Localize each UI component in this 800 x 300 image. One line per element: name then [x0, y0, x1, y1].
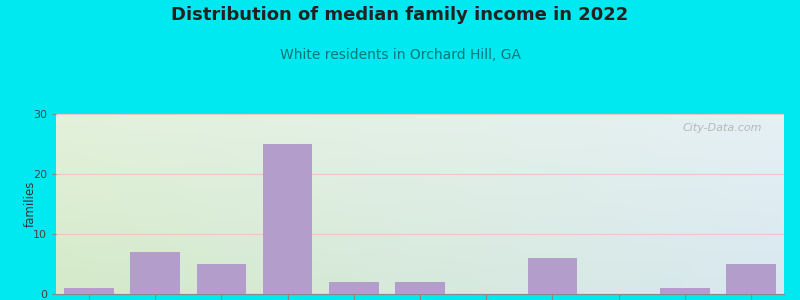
- Bar: [197, 264, 246, 294]
- Text: City-Data.com: City-Data.com: [682, 123, 762, 133]
- Text: Distribution of median family income in 2022: Distribution of median family income in …: [171, 6, 629, 24]
- Bar: [726, 264, 776, 294]
- Y-axis label: families: families: [23, 181, 37, 227]
- Bar: [263, 144, 313, 294]
- Bar: [130, 252, 180, 294]
- Bar: [527, 258, 577, 294]
- Bar: [660, 288, 710, 294]
- Bar: [329, 282, 378, 294]
- Bar: [395, 282, 445, 294]
- Bar: [64, 288, 114, 294]
- Text: White residents in Orchard Hill, GA: White residents in Orchard Hill, GA: [279, 48, 521, 62]
